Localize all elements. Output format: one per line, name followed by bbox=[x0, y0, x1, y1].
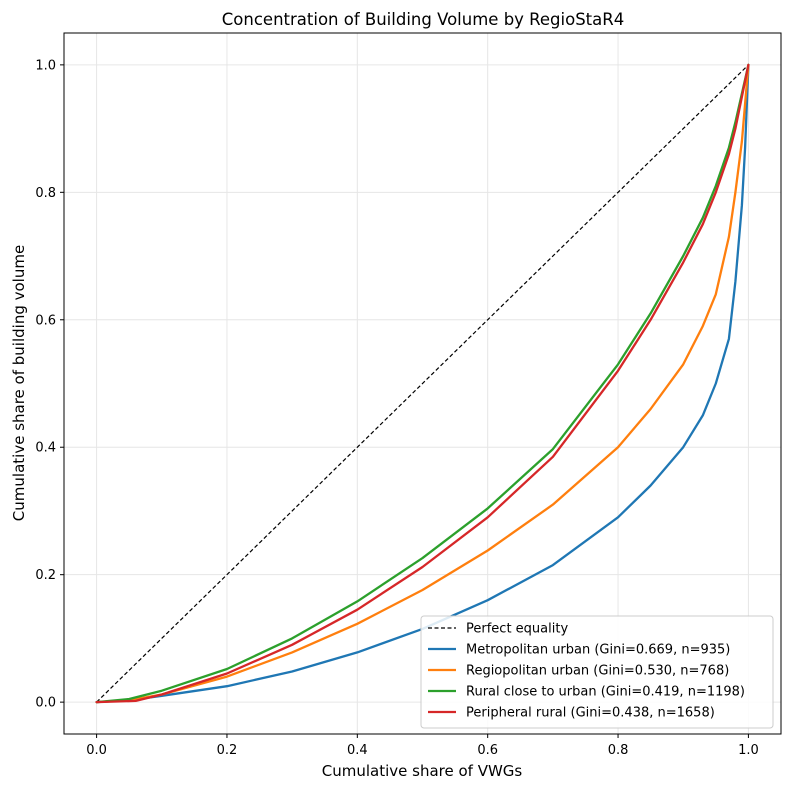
x-axis-ticks: 0.0 0.2 0.4 0.6 0.8 1.0 bbox=[86, 734, 759, 758]
x-tick-label: 0.8 bbox=[608, 743, 629, 758]
x-tick-label: 0.0 bbox=[86, 743, 107, 758]
y-tick-label: 0.0 bbox=[35, 696, 56, 711]
legend-entry-label: Perfect equality bbox=[466, 622, 568, 637]
y-axis-label: Cumulative share of building volume bbox=[10, 245, 28, 521]
series-line-0 bbox=[95, 63, 750, 704]
series-line-2 bbox=[95, 63, 750, 704]
series-group bbox=[95, 63, 750, 704]
legend-entry-label: Regiopolitan urban (Gini=0.530, n=768) bbox=[466, 664, 729, 679]
x-tick-label: 0.4 bbox=[347, 743, 368, 758]
legend-entry-label: Metropolitan urban (Gini=0.669, n=935) bbox=[466, 643, 730, 658]
x-tick-label: 0.2 bbox=[217, 743, 238, 758]
legend-entry-label: Rural close to urban (Gini=0.419, n=1198… bbox=[466, 685, 745, 700]
series-line-3 bbox=[95, 63, 750, 704]
legend: Perfect equality Metropolitan urban (Gini… bbox=[420, 615, 774, 729]
legend-box bbox=[420, 615, 774, 729]
legend-entry-label: Peripheral rural (Gini=0.438, n=1658) bbox=[466, 706, 715, 721]
y-axis-ticks: 0.0 0.2 0.4 0.6 0.8 1.0 bbox=[35, 58, 64, 711]
perfect-equality-line bbox=[96, 64, 749, 703]
x-tick-label: 1.0 bbox=[738, 743, 759, 758]
y-tick-label: 0.8 bbox=[35, 186, 56, 201]
x-tick-label: 0.6 bbox=[477, 743, 498, 758]
y-tick-label: 1.0 bbox=[35, 58, 56, 73]
y-tick-label: 0.4 bbox=[35, 441, 56, 456]
y-tick-label: 0.6 bbox=[35, 313, 56, 328]
plot-frame bbox=[63, 32, 782, 735]
chart-title: Concentration of Building Volume by Regi… bbox=[222, 10, 624, 29]
reference-line-group bbox=[96, 64, 749, 703]
x-axis-label: Cumulative share of VWGs bbox=[322, 762, 523, 780]
y-tick-label: 0.2 bbox=[35, 568, 56, 583]
grid bbox=[64, 33, 781, 734]
series-line-1 bbox=[95, 63, 750, 704]
